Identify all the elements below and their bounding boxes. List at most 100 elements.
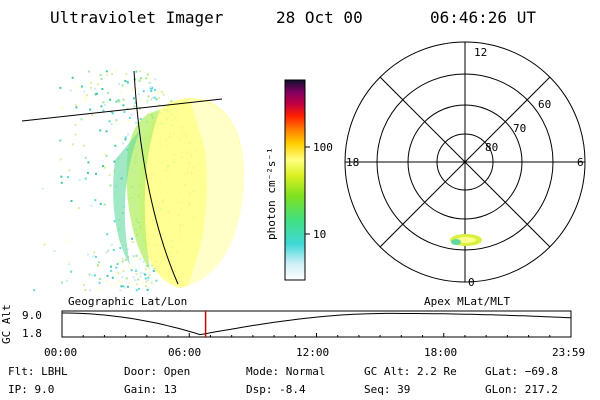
speckle-dot — [142, 260, 145, 263]
speckle-dot — [85, 98, 88, 101]
speckle-dot — [121, 260, 124, 263]
earth-image — [21, 70, 245, 292]
speckle-dot — [80, 85, 83, 88]
speckle-dot — [127, 265, 130, 268]
speckle-dot — [97, 266, 100, 268]
speckle-dot — [126, 81, 129, 84]
speckle-dot — [151, 86, 154, 89]
speckle-dot — [96, 92, 98, 95]
speckle-dot — [154, 78, 157, 81]
speckle-dot — [102, 101, 105, 104]
speckle-dot — [151, 96, 154, 99]
speckle-dot — [119, 289, 122, 292]
colorbar-tick-100: 100 — [313, 141, 333, 154]
speckle-dot — [132, 276, 135, 279]
speckle-dot — [98, 261, 101, 264]
speckle-dot — [139, 258, 142, 261]
speckle-dot — [84, 177, 87, 180]
speckle-dot — [115, 266, 118, 269]
speckle-dot — [105, 251, 108, 254]
speckle-dot — [137, 258, 140, 261]
speckle-dot — [117, 99, 120, 102]
speckle-dot — [114, 144, 117, 147]
speckle-dot — [138, 70, 141, 73]
speckle-dot — [110, 123, 113, 126]
speckle-dot — [100, 77, 103, 80]
speckle-dot — [139, 108, 141, 111]
speckle-dot — [106, 274, 109, 277]
speckle-dot — [146, 73, 149, 76]
speckle-dot — [66, 279, 68, 282]
speckle-dot — [121, 276, 124, 278]
mlat-label-60: 60 — [538, 98, 552, 111]
speckle-dot — [123, 286, 126, 289]
speckle-dot — [84, 156, 87, 159]
speckle-dot — [118, 101, 121, 104]
speckle-dot — [78, 178, 81, 181]
speckle-dot — [134, 279, 137, 282]
speckle-dot — [103, 166, 106, 169]
speckle-dot — [122, 270, 125, 272]
speckle-dot — [109, 184, 112, 187]
speckle-dot — [77, 207, 80, 210]
speckle-dot — [132, 266, 135, 269]
speckle-dot — [92, 255, 95, 258]
speckle-dot — [140, 77, 143, 80]
left-panel-title: Geographic Lat/Lon — [68, 295, 188, 308]
speckle-dot — [153, 89, 156, 91]
date-label: 28 Oct 00 — [276, 8, 363, 27]
mlt-label-6: 6 — [577, 156, 584, 169]
speckle-dot — [103, 153, 106, 156]
speckle-dot — [120, 285, 123, 288]
speckle-dot — [113, 220, 116, 223]
speckle-dot — [94, 199, 97, 202]
speckle-dot — [71, 76, 74, 79]
speckle-dot — [139, 275, 142, 278]
speckle-dot — [97, 287, 100, 290]
speckle-dot — [105, 70, 108, 73]
speckle-dot — [110, 283, 113, 286]
altitude-plot — [61, 310, 572, 338]
speckle-dot — [97, 264, 99, 267]
speckle-dot — [87, 253, 90, 256]
speckle-dot — [75, 104, 78, 107]
speckle-dot — [94, 93, 97, 96]
speckle-dot — [135, 289, 138, 292]
speckle-dot — [106, 233, 109, 236]
speckle-dot — [106, 250, 109, 253]
speckle-dot — [111, 112, 114, 115]
speckle-dot — [136, 256, 139, 259]
speckle-dot — [70, 200, 73, 202]
speckle-dot — [74, 133, 77, 136]
speckle-dot — [135, 283, 138, 286]
mlt-label-18: 18 — [346, 156, 360, 169]
speckle-dot — [133, 255, 136, 258]
speckle-dot — [150, 89, 153, 92]
speckle-dot — [59, 158, 62, 161]
speckle-dot — [70, 270, 73, 273]
speckle-dot — [105, 280, 108, 283]
alt-xtick: 06:00 — [168, 346, 202, 359]
speckle-dot — [102, 165, 104, 168]
polar-grid — [344, 41, 586, 283]
speckle-dot — [106, 72, 109, 75]
speckle-dot — [88, 273, 91, 276]
speckle-dot — [125, 73, 128, 76]
speckle-dot — [128, 116, 131, 119]
speckle-dot — [142, 90, 145, 93]
speckle-dot — [135, 70, 138, 73]
speckle-dot — [75, 106, 78, 109]
speckle-dot — [121, 257, 124, 260]
alt-xtick: 23:59 — [552, 346, 586, 359]
speckle-dot — [122, 285, 125, 288]
speckle-dot — [149, 81, 152, 84]
alt-xtick: 18:00 — [424, 346, 458, 359]
speckle-dot — [99, 202, 102, 205]
alt-xtick: 12:00 — [296, 346, 330, 359]
speckle-dot — [87, 70, 90, 73]
speckle-dot — [60, 181, 63, 184]
latitude-line — [21, 98, 223, 122]
speckle-dot — [110, 110, 113, 113]
speckle-dot — [98, 281, 101, 284]
